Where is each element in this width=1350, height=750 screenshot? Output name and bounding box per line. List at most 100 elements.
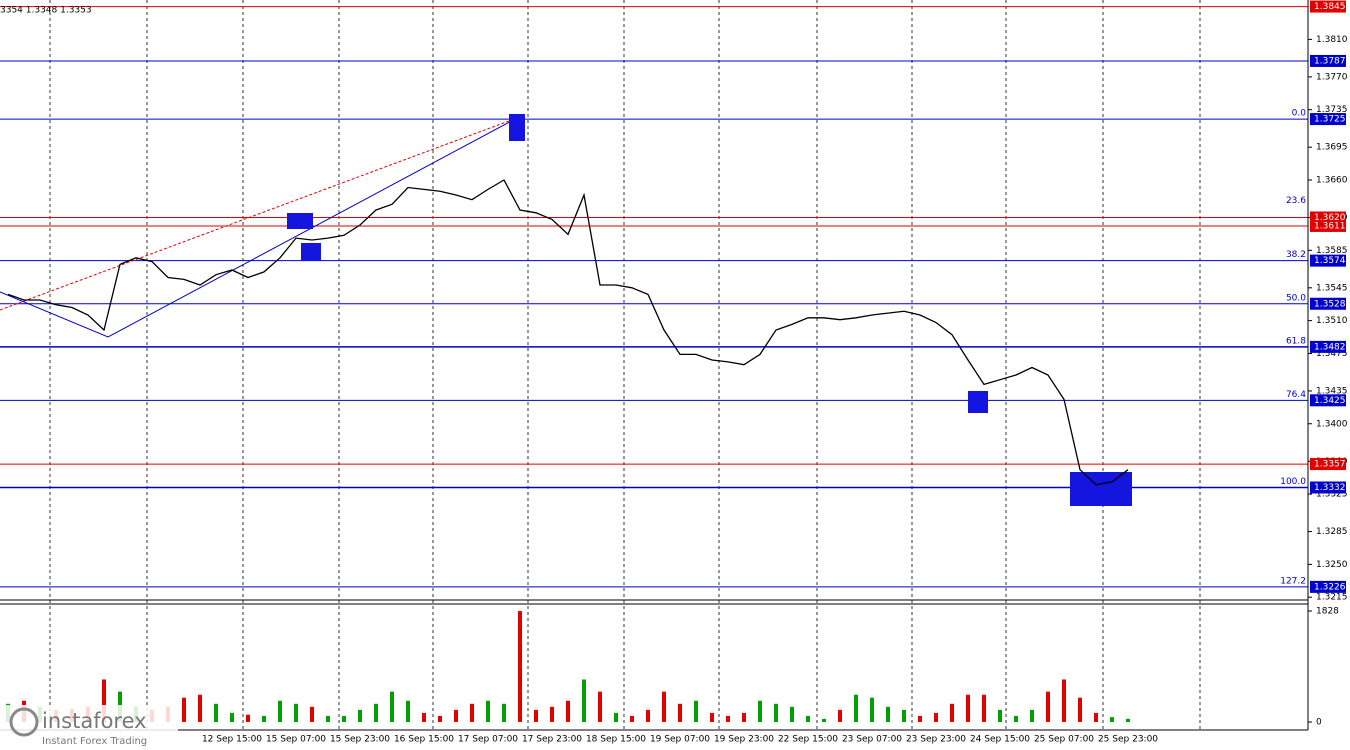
fib-label: 23.6 (1286, 196, 1306, 206)
volume-bar (182, 697, 186, 722)
volume-bar (1046, 691, 1050, 722)
volume-bar (358, 709, 362, 722)
volume-bar (774, 703, 778, 722)
level-label: 1.3611 (1314, 221, 1346, 231)
volume-bar (326, 715, 330, 722)
y-tick-label: 1.3585 (1316, 246, 1348, 256)
volume-bar (1110, 717, 1114, 722)
level-label-box (1310, 219, 1346, 232)
y-tick-label: 1.3510 (1316, 316, 1348, 326)
volume-bar (982, 694, 986, 722)
volume-bar (278, 700, 282, 722)
y-tick-label: 1.3475 (1316, 349, 1348, 359)
volume-bar (566, 700, 570, 722)
volume-bar (454, 709, 458, 722)
volume-bar (438, 715, 442, 722)
volume-bar (1126, 718, 1130, 722)
fib-label: 100.0 (1280, 477, 1306, 487)
volume-bar (262, 715, 266, 722)
volume-bar (598, 691, 602, 722)
logo-tagline: Instant Forex Trading (42, 736, 147, 747)
volume-bar (710, 712, 714, 722)
volume-bar (534, 709, 538, 722)
fib-label: 127.2 (1280, 576, 1306, 586)
level-label: 1.3332 (1314, 483, 1346, 493)
volume-bar (918, 715, 922, 722)
volume-bar (342, 715, 346, 722)
level-label: 1.3725 (1314, 115, 1346, 125)
x-tick-label: 17 Sep 23:00 (522, 735, 582, 745)
volume-bar (614, 712, 618, 722)
x-tick-label: 19 Sep 23:00 (714, 735, 774, 745)
volume-bar (854, 694, 858, 722)
x-tick-label: 16 Sep 15:00 (394, 735, 454, 745)
volume-bar (806, 715, 810, 722)
volume-pane (6, 611, 1130, 722)
axes: 1.3810 1.3770 1.3735 1.3695 1.3660 1.3620 1.35… (202, 0, 1348, 745)
y-tick-label: 1.3660 (1316, 176, 1348, 186)
level-label: 1.3425 (1314, 396, 1346, 406)
volume-bar (630, 715, 634, 722)
volume-bar (886, 706, 890, 722)
volume-bar (486, 700, 490, 722)
volume-bar (694, 700, 698, 722)
y-tick-label: 1.3325 (1316, 490, 1348, 500)
volume-bar (790, 706, 794, 722)
volume-bar (902, 709, 906, 722)
volume-bar (214, 703, 218, 722)
level-label-box (1310, 254, 1346, 267)
volume-bar (870, 697, 874, 722)
volume-bar (662, 691, 666, 722)
x-tick-label: 12 Sep 15:00 (202, 735, 262, 745)
x-tick-label: 18 Sep 15:00 (586, 735, 646, 745)
fib-label: 61.8 (1286, 336, 1306, 346)
y-tick-label: 1.3770 (1316, 72, 1348, 82)
volume-bar (230, 712, 234, 722)
volume-bar (550, 706, 554, 722)
level-label-box (1310, 297, 1346, 310)
volume-bar (1030, 709, 1034, 722)
y-tick-label: 1.3735 (1316, 105, 1348, 115)
level-label-box (1310, 481, 1346, 494)
y-tick-label: 1.3285 (1316, 527, 1348, 537)
level-label-box (1310, 0, 1346, 13)
volume-bar (518, 611, 522, 722)
volume-bar (422, 712, 426, 722)
level-label-box (1310, 458, 1346, 471)
trend-line (0, 117, 518, 311)
volume-bar (758, 700, 762, 722)
vertical-grid (49, 0, 1201, 730)
y-tick-label: 1.3400 (1316, 419, 1348, 429)
fib-label: 0.0 (1292, 109, 1307, 119)
volume-bar (822, 718, 826, 722)
level-label: 1.3226 (1314, 582, 1346, 592)
volume-bar (1062, 679, 1066, 722)
volume-bar (310, 706, 314, 722)
volume-bar (390, 691, 394, 722)
fib-label: 50.0 (1286, 293, 1306, 303)
volume-bar (470, 703, 474, 722)
level-label-box (1310, 580, 1346, 593)
y-tick-label: 1.3435 (1316, 386, 1348, 396)
header: 3354 1.3348 1.3353 (0, 6, 92, 16)
volume-bar (246, 714, 250, 722)
volume-bar (838, 709, 842, 722)
y-tick-label: 1.3810 (1316, 35, 1348, 45)
volume-bar (950, 703, 954, 722)
y-tick-label: 1.3545 (1316, 283, 1348, 293)
x-tick-label: 24 Sep 15:00 (970, 735, 1030, 745)
price-line (7, 179, 1129, 486)
volume-bar (1014, 715, 1018, 722)
volume-bar (742, 712, 746, 722)
x-tick-label: 23 Sep 23:00 (906, 735, 966, 745)
y-tick-label: 1.3250 (1316, 560, 1348, 570)
volume-bar (678, 703, 682, 722)
fib-label: 76.4 (1286, 390, 1306, 400)
volume-bar (374, 703, 378, 722)
volume-bar (102, 679, 106, 722)
logo-icon (9, 707, 39, 737)
level-label: 1.3845 (1314, 2, 1346, 12)
volume-bar (294, 703, 298, 722)
